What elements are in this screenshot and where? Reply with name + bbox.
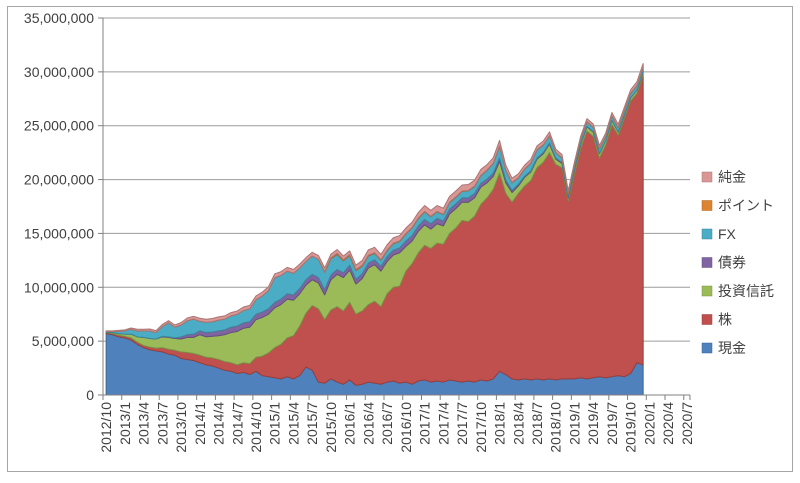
x-axis-label: 2020/4 <box>660 402 676 445</box>
y-axis-label: 10,000,000 <box>24 279 94 295</box>
legend-swatch-bonds <box>701 257 713 268</box>
x-axis-label: 2018/10 <box>548 402 564 453</box>
legend-label: 純金 <box>718 169 746 185</box>
y-axis-label: 15,000,000 <box>24 225 94 241</box>
legend-label: ポイント <box>718 198 774 214</box>
legend-label: 現金 <box>718 340 746 356</box>
x-axis-label: 2013/1 <box>117 402 133 445</box>
legend-label: 投資信託 <box>718 283 774 299</box>
x-axis-label: 2018/7 <box>529 402 545 445</box>
legend-label: 株 <box>718 312 732 328</box>
x-axis-label: 2016/10 <box>398 402 414 453</box>
x-axis-label: 2016/1 <box>342 402 358 445</box>
legend-swatch-fx <box>701 228 713 240</box>
x-axis-label: 2019/10 <box>623 402 639 453</box>
legend-swatch-points <box>701 200 713 211</box>
legend-item: 投資信託 <box>701 283 774 299</box>
legend-swatch-mutual-funds <box>701 285 713 297</box>
x-axis-label: 2013/4 <box>136 402 152 445</box>
x-axis-label: 2020/7 <box>679 402 695 445</box>
x-axis-label: 2012/10 <box>98 402 114 453</box>
x-axis-label: 2013/7 <box>154 402 170 445</box>
x-axis-label: 2020/1 <box>641 402 657 445</box>
y-axis-label: 35,000,000 <box>24 10 94 26</box>
x-axis-label: 2015/4 <box>285 402 301 445</box>
x-axis-label: 2017/10 <box>473 402 489 453</box>
x-axis-label: 2016/7 <box>379 402 395 445</box>
legend-item: 株 <box>701 312 732 328</box>
x-axis-label: 2015/7 <box>304 402 320 445</box>
x-axis-label: 2015/1 <box>267 402 283 445</box>
x-axis-label: 2017/7 <box>454 402 470 445</box>
legend-swatch-stocks <box>701 314 713 325</box>
y-axis-label: 5,000,000 <box>32 333 94 349</box>
area-gold <box>105 62 644 334</box>
legend-item: FX <box>701 226 737 242</box>
x-axis-label: 2014/7 <box>229 402 245 445</box>
x-axis-label: 2016/4 <box>360 402 376 445</box>
legend-label: 債券 <box>718 255 746 271</box>
legend-item: 純金 <box>701 169 746 185</box>
x-axis-label: 2019/7 <box>604 402 620 445</box>
x-axis-label: 2014/4 <box>211 402 227 445</box>
y-axis-label: 30,000,000 <box>24 64 94 80</box>
y-axis-label: 0 <box>86 387 94 403</box>
y-axis-label: 25,000,000 <box>24 118 94 134</box>
x-axis-label: 2017/4 <box>435 402 451 445</box>
legend-item: 債券 <box>701 255 746 271</box>
legend-label: FX <box>718 226 737 242</box>
x-axis-label: 2018/1 <box>492 402 508 445</box>
x-axis-label: 2014/1 <box>192 402 208 445</box>
y-axis-ticks: 0 5,000,000 10,000,000 15,000,000 20,000,000… <box>24 10 103 403</box>
x-axis-label: 2015/10 <box>323 402 339 453</box>
x-axis-label: 2019/4 <box>585 402 601 445</box>
x-axis-label: 2018/4 <box>510 402 526 445</box>
legend-swatch-cash <box>701 342 713 354</box>
legend-item: ポイント <box>701 198 774 214</box>
x-axis-label: 2019/1 <box>566 402 582 445</box>
y-axis-label: 20,000,000 <box>24 172 94 188</box>
x-axis-ticks: 2012/10 2013/1 2013/4 2013/7 2013/10 2014/1 20… <box>98 395 695 453</box>
legend-swatch-gold <box>701 171 713 183</box>
x-axis-label: 2014/10 <box>248 402 264 453</box>
legend-item: 現金 <box>701 340 746 356</box>
x-axis-label: 2017/1 <box>417 402 433 445</box>
x-axis-label: 2013/10 <box>173 402 189 453</box>
